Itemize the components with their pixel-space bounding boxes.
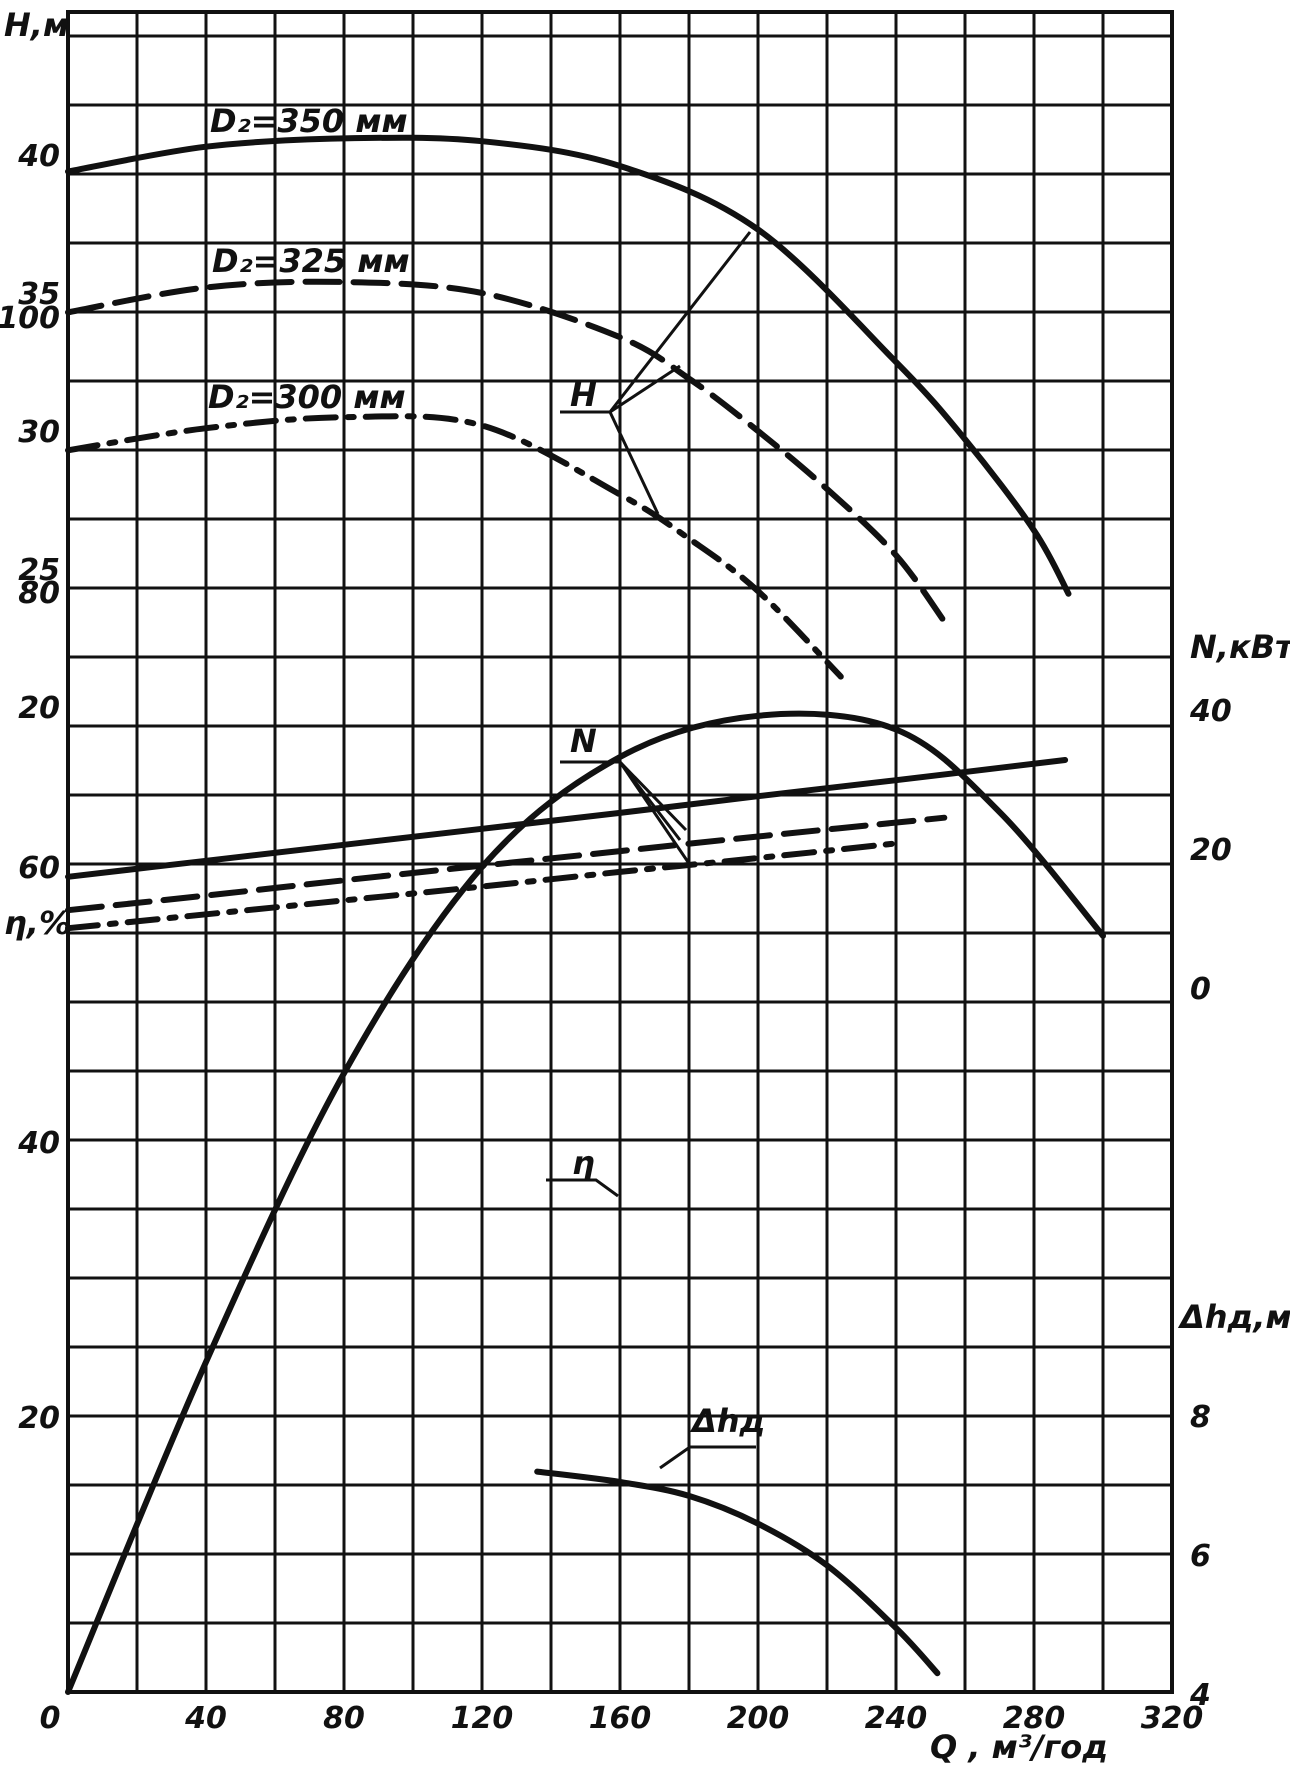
- leader-h-325: [609, 364, 681, 414]
- series-line-3: [65, 757, 1069, 880]
- power-tick-label: 20: [1190, 833, 1232, 868]
- head-tick-label: 25: [18, 553, 60, 588]
- label-d325: D₂=325 мм: [212, 242, 410, 280]
- series-line-2: [65, 413, 844, 680]
- leader-h-300: [608, 411, 660, 515]
- series-line-1: [65, 278, 948, 625]
- efficiency-tick-label: 40: [17, 1126, 60, 1161]
- series-line-0: [65, 134, 1072, 597]
- x-tick-label: 280: [1003, 1701, 1066, 1736]
- x-tick-label: 80: [323, 1701, 365, 1736]
- efficiency-tick-label: 100: [0, 301, 60, 336]
- label-eta: η: [572, 1144, 595, 1182]
- head-axis-title: H,м: [4, 6, 69, 44]
- series-line-6: [65, 710, 1106, 1695]
- npsh-tick-label: 8: [1190, 1400, 1211, 1435]
- label-d300: D₂=300 мм: [208, 378, 406, 416]
- head-tick-label: 20: [18, 691, 60, 726]
- flow-axis-title: Q , м³/год: [930, 1728, 1108, 1766]
- power-tick-label: 40: [1189, 694, 1232, 729]
- x-tick-label: 120: [451, 1701, 514, 1736]
- leader-n-300: [618, 761, 690, 863]
- x-tick-label: 40: [184, 1701, 227, 1736]
- npsh-tick-label: 6: [1190, 1539, 1211, 1574]
- x-tick-label: 240: [865, 1701, 928, 1736]
- x-tick-label: 0: [40, 1701, 61, 1736]
- plot-border: [66, 10, 1174, 1694]
- power-axis-title: N,кВт: [1190, 628, 1290, 666]
- efficiency-axis-title: η,%: [4, 904, 71, 942]
- series-line-5: [65, 840, 899, 932]
- power-tick-label: 0: [1190, 972, 1211, 1007]
- leader-eta: [546, 1178, 619, 1198]
- label-n: N: [570, 722, 597, 760]
- head-tick-label: 35: [18, 277, 60, 312]
- efficiency-tick-label: 80: [18, 576, 60, 611]
- chart-series: [65, 134, 1106, 1695]
- series-line-7: [534, 1468, 941, 1677]
- label-h: H: [570, 376, 597, 414]
- x-tick-label: 160: [589, 1701, 652, 1736]
- head-tick-label: 40: [17, 139, 60, 174]
- efficiency-tick-label: 20: [18, 1401, 60, 1436]
- chart-frame: [66, 10, 1174, 1694]
- label-leaders: [546, 231, 756, 1470]
- head-tick-label: 30: [18, 415, 60, 450]
- npsh-axis-title: Δhд,м: [1177, 1298, 1290, 1336]
- leader-npsh: [659, 1445, 756, 1470]
- label-d350: D₂=350 мм: [210, 102, 408, 140]
- label-npsh: Δhд: [689, 1402, 765, 1440]
- npsh-tick-label: 4: [1189, 1678, 1211, 1713]
- x-tick-label: 200: [727, 1701, 790, 1736]
- efficiency-tick-label: 60: [18, 851, 60, 886]
- x-tick-label: 320: [1141, 1701, 1204, 1736]
